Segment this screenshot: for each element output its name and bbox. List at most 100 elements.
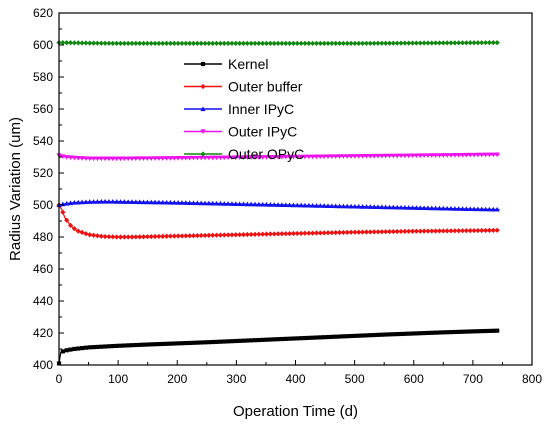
data-point-inner-ipyc <box>244 201 250 207</box>
data-point-kernel <box>479 329 484 334</box>
data-point-kernel <box>164 341 169 346</box>
data-point-outer-opyc <box>125 40 131 46</box>
data-point-outer-ipyc <box>302 154 308 160</box>
data-point-outer-buffer <box>425 228 431 234</box>
data-point-kernel <box>87 345 92 350</box>
data-point-outer-ipyc <box>471 152 477 158</box>
data-point-outer-opyc <box>248 40 254 46</box>
data-point-outer-opyc <box>467 40 473 46</box>
data-point-outer-opyc <box>417 40 423 46</box>
data-point-inner-ipyc <box>433 205 439 211</box>
data-point-inner-ipyc <box>298 202 304 208</box>
data-point-outer-ipyc <box>409 153 416 159</box>
data-point-outer-ipyc <box>413 153 420 159</box>
data-point-outer-opyc <box>121 40 127 46</box>
data-point-kernel <box>402 331 407 336</box>
data-point-kernel <box>79 346 85 351</box>
data-point-inner-ipyc <box>167 199 174 205</box>
data-point-inner-ipyc <box>390 204 396 210</box>
data-point-outer-ipyc <box>333 154 339 160</box>
data-point-outer-opyc <box>252 40 258 46</box>
data-point-outer-opyc <box>202 40 208 46</box>
data-point-outer-opyc <box>325 40 331 46</box>
x-tick-label: 800 <box>522 372 542 386</box>
data-point-outer-opyc <box>452 40 458 46</box>
data-point-inner-ipyc <box>325 203 331 208</box>
data-point-outer-opyc <box>187 40 193 46</box>
data-point-inner-ipyc <box>463 206 469 211</box>
data-point-inner-ipyc <box>83 199 89 205</box>
data-point-outer-opyc <box>379 40 385 46</box>
data-point-outer-ipyc <box>344 154 350 159</box>
data-point-inner-ipyc <box>475 206 481 212</box>
data-point-kernel <box>72 346 77 352</box>
data-point-inner-ipyc <box>64 200 70 206</box>
data-point-inner-ipyc <box>190 200 197 206</box>
data-point-inner-ipyc <box>379 204 385 210</box>
data-point-outer-opyc <box>179 40 185 46</box>
data-point-outer-opyc <box>409 40 416 46</box>
data-point-inner-ipyc <box>356 203 362 209</box>
data-point-outer-ipyc <box>440 153 446 158</box>
data-point-outer-buffer <box>233 232 239 238</box>
data-point-outer-ipyc <box>240 155 247 161</box>
data-point-outer-opyc <box>286 40 293 46</box>
data-point-outer-buffer <box>479 227 485 234</box>
legend-marker <box>200 151 206 157</box>
data-point-inner-ipyc <box>375 204 381 210</box>
data-point-outer-ipyc <box>294 154 300 160</box>
data-point-outer-ipyc <box>448 153 454 158</box>
data-point-kernel <box>133 342 138 348</box>
data-point-outer-buffer <box>202 232 208 239</box>
data-point-outer-opyc <box>413 40 420 46</box>
data-point-inner-ipyc <box>198 200 204 206</box>
data-point-outer-ipyc <box>144 156 150 162</box>
data-point-outer-buffer <box>456 228 462 234</box>
data-point-inner-ipyc <box>409 205 416 210</box>
data-point-outer-opyc <box>263 40 270 46</box>
data-point-kernel <box>176 341 181 346</box>
data-point-outer-ipyc <box>121 156 127 162</box>
data-point-kernel <box>495 328 500 333</box>
data-point-kernel <box>256 337 261 343</box>
data-point-outer-ipyc <box>110 156 116 162</box>
data-point-outer-opyc <box>229 40 235 46</box>
data-point-kernel <box>141 342 146 347</box>
data-point-inner-ipyc <box>490 206 496 212</box>
legend-label: Inner IPyC <box>228 101 294 117</box>
legend-label: Outer IPyC <box>228 124 297 140</box>
data-point-kernel <box>406 331 411 336</box>
data-point-outer-opyc <box>71 40 77 46</box>
data-point-outer-ipyc <box>306 154 312 160</box>
data-point-outer-buffer <box>98 233 104 239</box>
data-point-inner-ipyc <box>114 199 120 204</box>
data-point-kernel <box>237 338 242 343</box>
data-point-outer-buffer <box>171 233 177 239</box>
data-point-inner-ipyc <box>321 203 327 208</box>
data-point-kernel <box>214 339 219 344</box>
data-point-inner-ipyc <box>459 206 466 211</box>
data-point-inner-ipyc <box>102 198 108 204</box>
data-point-outer-ipyc <box>79 156 85 161</box>
data-point-outer-ipyc <box>379 153 385 159</box>
data-point-kernel <box>283 336 288 341</box>
data-point-outer-ipyc <box>140 156 147 162</box>
data-point-kernel <box>452 329 457 335</box>
x-tick-label: 500 <box>345 372 365 386</box>
data-point-outer-opyc <box>117 40 124 46</box>
data-point-outer-buffer <box>225 232 231 238</box>
data-point-outer-buffer <box>436 228 443 234</box>
data-point-outer-ipyc <box>406 153 412 159</box>
data-point-outer-ipyc <box>156 156 162 161</box>
data-point-outer-opyc <box>440 40 446 46</box>
x-tick-label: 0 <box>56 372 63 386</box>
data-point-outer-opyc <box>421 40 427 46</box>
data-point-outer-opyc <box>171 40 177 46</box>
data-point-outer-ipyc <box>98 156 104 162</box>
series-inner-ipyc <box>56 198 500 212</box>
data-point-outer-ipyc <box>229 155 235 161</box>
data-point-outer-opyc <box>194 40 200 46</box>
data-point-inner-ipyc <box>256 201 262 207</box>
data-point-outer-ipyc <box>171 156 177 161</box>
data-point-outer-buffer <box>179 233 185 239</box>
